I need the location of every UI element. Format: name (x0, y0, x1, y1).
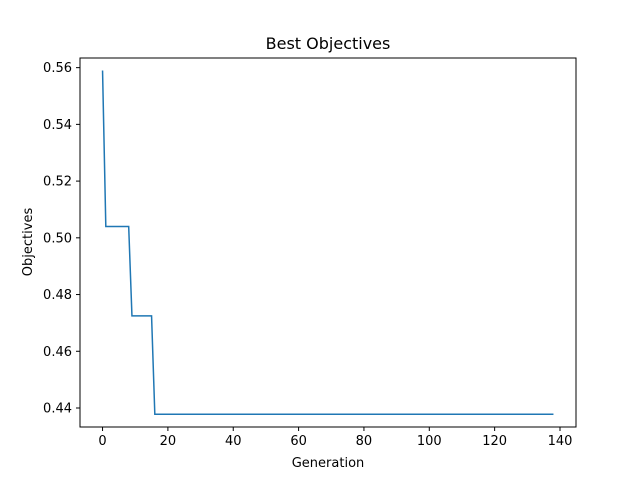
y-axis: 0.44 0.46 0.48 0.50 0.52 0.54 0.56 (43, 61, 80, 416)
y-tick-label: 0.44 (43, 401, 72, 416)
y-tick-label: 0.48 (43, 288, 72, 303)
x-tick-label: 20 (160, 434, 177, 449)
chart-title: Best Objectives (266, 34, 391, 53)
x-tick-label: 120 (482, 434, 507, 449)
x-tick-label: 140 (548, 434, 573, 449)
plot-frame (79, 57, 577, 428)
x-tick-label: 0 (98, 434, 106, 449)
x-tick-label: 60 (290, 434, 307, 449)
series-line-0 (101, 70, 554, 415)
y-tick-label: 0.56 (43, 61, 72, 76)
y-axis-label: Objectives (21, 208, 36, 277)
x-tick-label: 80 (356, 434, 373, 449)
y-tick-label: 0.50 (43, 231, 72, 246)
y-tick-label: 0.46 (43, 345, 72, 360)
y-tick-label: 0.52 (43, 175, 72, 190)
x-axis: 0 20 40 60 80 100 120 140 (98, 427, 572, 449)
x-tick-label: 100 (417, 434, 442, 449)
x-axis-label: Generation (292, 456, 365, 471)
y-tick-label: 0.54 (43, 118, 72, 133)
x-tick-label: 40 (225, 434, 242, 449)
